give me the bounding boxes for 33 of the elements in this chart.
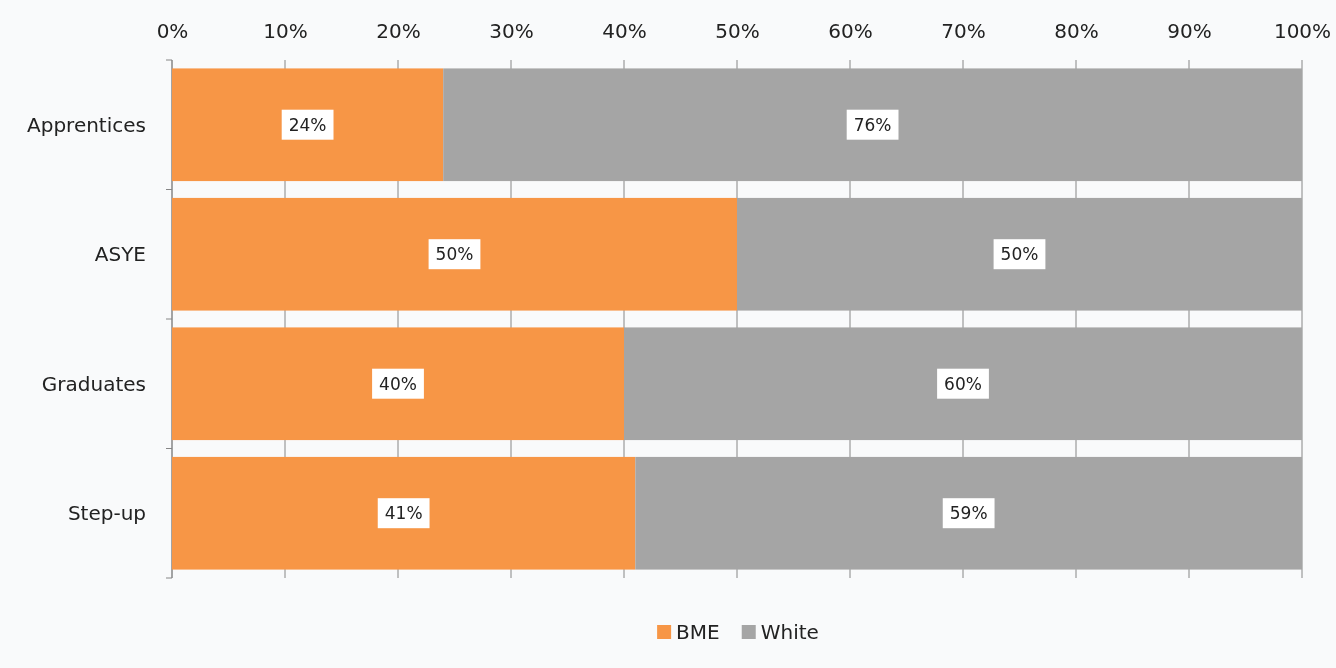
data-label: 24% bbox=[288, 114, 327, 135]
bar bbox=[172, 68, 444, 182]
x-tick-label: 50% bbox=[715, 19, 760, 43]
y-tick-label: Graduates bbox=[41, 371, 146, 396]
bar bbox=[635, 456, 1302, 570]
bar bbox=[172, 327, 624, 441]
bar bbox=[443, 68, 1302, 182]
legend-label: BME bbox=[676, 620, 720, 644]
bar bbox=[172, 456, 636, 570]
x-tick-label: 70% bbox=[941, 19, 986, 43]
y-tick-label: ASYE bbox=[94, 242, 146, 267]
x-tick-label: 60% bbox=[828, 19, 873, 43]
data-label: 76% bbox=[853, 114, 892, 135]
data-label: 41% bbox=[384, 503, 423, 524]
x-tick-label: 10% bbox=[263, 19, 308, 43]
data-label: 50% bbox=[435, 244, 474, 265]
x-tick-label: 90% bbox=[1167, 19, 1212, 43]
x-tick-label: 40% bbox=[602, 19, 647, 43]
bar bbox=[624, 327, 1302, 441]
x-tick-label: 30% bbox=[489, 19, 534, 43]
data-label: 60% bbox=[944, 373, 982, 394]
x-tick-label: 0% bbox=[156, 19, 189, 43]
data-label: 50% bbox=[1000, 244, 1039, 265]
bar bbox=[737, 197, 1302, 311]
x-tick-label: 100% bbox=[1273, 19, 1332, 43]
data-label: 59% bbox=[949, 503, 988, 524]
legend-label: White bbox=[760, 620, 819, 644]
data-label: 40% bbox=[379, 373, 417, 394]
y-tick-label: Step-up bbox=[67, 501, 146, 526]
x-tick-label: 20% bbox=[376, 19, 421, 43]
bar bbox=[172, 197, 737, 311]
y-tick-label: Apprentices bbox=[27, 112, 146, 137]
x-tick-label: 80% bbox=[1054, 19, 1099, 43]
